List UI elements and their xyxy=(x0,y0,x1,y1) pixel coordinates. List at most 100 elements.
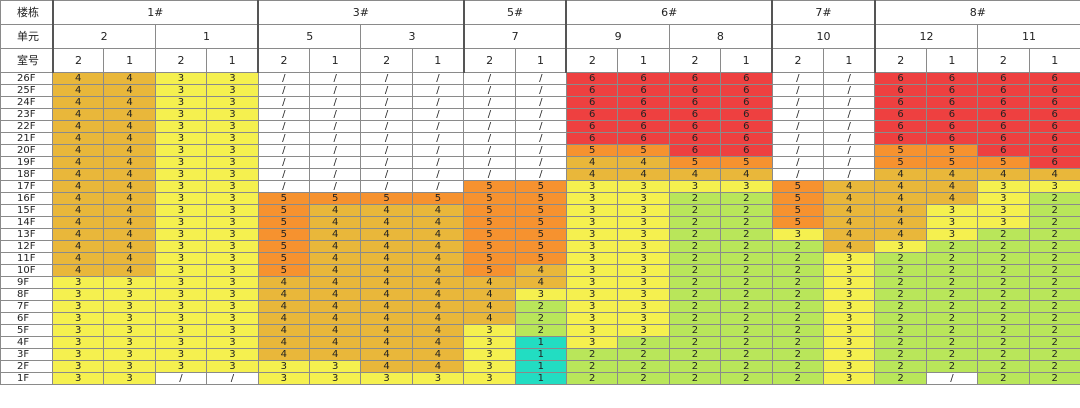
floor-row: 6F 3 3 3 3 4 4 4 4 4 2 3 3 2 2 2 3 2 2 2 2 xyxy=(0,312,1080,325)
floor-label: 13F xyxy=(0,228,53,241)
room-cell: 3 xyxy=(103,324,156,337)
room-cell: 2 xyxy=(874,276,927,289)
room-cell: / xyxy=(257,84,310,97)
room-cell: 3 xyxy=(308,372,362,385)
room-cell: 4 xyxy=(874,168,927,181)
room-cell: 3 xyxy=(154,96,208,109)
room-cell: 6 xyxy=(565,120,619,133)
room-cell: 6 xyxy=(977,84,1030,97)
room-cell: 4 xyxy=(257,288,310,301)
room-cell: 2 xyxy=(771,348,824,361)
room-cell: 4 xyxy=(411,348,465,361)
room-cell: 2 xyxy=(720,324,773,337)
room-cell: 2 xyxy=(771,252,824,265)
room-cell: 2 xyxy=(1028,372,1080,385)
room-cell: 5 xyxy=(360,192,413,205)
room-cell: 2 xyxy=(720,228,773,241)
room-cell: 4 xyxy=(360,228,413,241)
room-cell: 4 xyxy=(463,288,516,301)
room-cell: 3 xyxy=(103,348,156,361)
floor-row: 18F 4 4 3 3// / / //4 4 4 4//4 4 4 4 xyxy=(0,168,1080,181)
floor-row: 3F 3 3 3 3 4 4 4 4 3 1 2 2 2 2 2 3 2 2 2 2 xyxy=(0,348,1080,361)
room-cell: 3 xyxy=(154,312,208,325)
room-cell: 4 xyxy=(977,168,1030,181)
room-cell: 2 xyxy=(1028,192,1080,205)
room-cell: 5 xyxy=(925,144,979,157)
room-cell: 3 xyxy=(977,180,1030,193)
room-cell: 3 xyxy=(206,204,259,217)
room-cell: 3 xyxy=(565,336,619,349)
room-cell: 4 xyxy=(308,300,362,313)
room-cell: 2 xyxy=(874,300,927,313)
room-cell: / xyxy=(771,168,824,181)
room-cell: / xyxy=(360,120,413,133)
room-cell: 3 xyxy=(617,204,670,217)
building-name: 8# xyxy=(873,0,1080,25)
room-cell: 6 xyxy=(1028,120,1080,133)
room-cell: 4 xyxy=(411,360,465,373)
room-cell: 3 xyxy=(617,240,670,253)
room-cell: 6 xyxy=(874,120,927,133)
room-number: 1 xyxy=(308,48,362,73)
floor-label: 20F xyxy=(0,144,53,157)
room-cell: 2 xyxy=(1028,276,1080,289)
room-cell: / xyxy=(514,156,567,169)
room-cell: 3 xyxy=(206,312,259,325)
room-cell: / xyxy=(257,156,310,169)
room-cell: 6 xyxy=(977,144,1030,157)
room-cell: 6 xyxy=(617,84,670,97)
room-cell: 5 xyxy=(257,204,310,217)
room-cell: 5 xyxy=(668,156,722,169)
room-cell: 2 xyxy=(874,252,927,265)
unit-name: 2 xyxy=(51,24,156,49)
room-cell: 4 xyxy=(103,96,156,109)
room-cell: / xyxy=(822,72,876,85)
room-cell: / xyxy=(206,372,259,385)
room-cell: 4 xyxy=(360,348,413,361)
room-cell: 3 xyxy=(51,360,105,373)
room-cell: 2 xyxy=(720,216,773,229)
room-cell: / xyxy=(308,108,362,121)
room-cell: 6 xyxy=(1028,84,1080,97)
room-cell: 3 xyxy=(154,132,208,145)
room-cell: / xyxy=(822,132,876,145)
room-cell: / xyxy=(257,120,310,133)
floor-label: 6F xyxy=(0,312,53,325)
room-cell: 4 xyxy=(51,252,105,265)
room-cell: 2 xyxy=(720,204,773,217)
room-cell: 2 xyxy=(977,300,1030,313)
room-cell: 2 xyxy=(720,192,773,205)
room-cell: 2 xyxy=(874,372,927,385)
room-cell: 6 xyxy=(1028,96,1080,109)
room-cell: / xyxy=(822,168,876,181)
room-cell: 6 xyxy=(565,84,619,97)
room-cell: 3 xyxy=(154,192,208,205)
room-cell: 3 xyxy=(154,156,208,169)
room-cell: 3 xyxy=(565,192,619,205)
room-cell: 3 xyxy=(463,372,516,385)
floor-label: 12F xyxy=(0,240,53,253)
floor-label: 18F xyxy=(0,168,53,181)
room-cell: 3 xyxy=(617,192,670,205)
room-cell: 4 xyxy=(411,228,465,241)
room-cell: 2 xyxy=(977,312,1030,325)
floor-row: 22F 4 4 3 3// / / //6 6 6 6//6 6 6 6 xyxy=(0,120,1080,133)
room-number: 1 xyxy=(411,48,465,73)
room-cell: 4 xyxy=(360,300,413,313)
room-cell: 2 xyxy=(1028,300,1080,313)
room-cell: / xyxy=(463,156,516,169)
room-cell: 3 xyxy=(154,288,208,301)
room-cell: 4 xyxy=(463,276,516,289)
room-cell: / xyxy=(308,144,362,157)
room-cell: 3 xyxy=(206,324,259,337)
room-cell: 3 xyxy=(617,228,670,241)
unit-name: 7 xyxy=(462,24,567,49)
room-cell: 3 xyxy=(977,216,1030,229)
room-cell: 3 xyxy=(360,372,413,385)
room-cell: 3 xyxy=(103,288,156,301)
floor-label: 26F xyxy=(0,72,53,85)
room-number: 1 xyxy=(514,48,567,73)
floor-row: 20F 4 4 3 3// / / //5 5 6 6//5 5 6 6 xyxy=(0,144,1080,157)
room-cell: 3 xyxy=(565,324,619,337)
room-cell: / xyxy=(308,168,362,181)
